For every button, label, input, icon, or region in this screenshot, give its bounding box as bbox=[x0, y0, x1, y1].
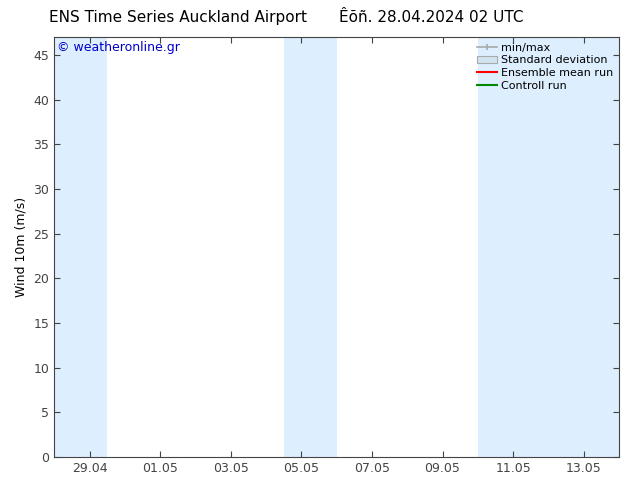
Y-axis label: Wind 10m (m/s): Wind 10m (m/s) bbox=[15, 197, 28, 297]
Bar bbox=[55, 37, 107, 457]
Bar bbox=[283, 37, 337, 457]
Text: ENS Time Series Auckland Airport: ENS Time Series Auckland Airport bbox=[49, 10, 306, 25]
Legend: min/max, Standard deviation, Ensemble mean run, Controll run: min/max, Standard deviation, Ensemble me… bbox=[474, 40, 616, 93]
Text: Êõñ. 28.04.2024 02 UTC: Êõñ. 28.04.2024 02 UTC bbox=[339, 10, 524, 25]
Text: © weatheronline.gr: © weatheronline.gr bbox=[57, 41, 180, 54]
Bar bbox=[478, 37, 619, 457]
